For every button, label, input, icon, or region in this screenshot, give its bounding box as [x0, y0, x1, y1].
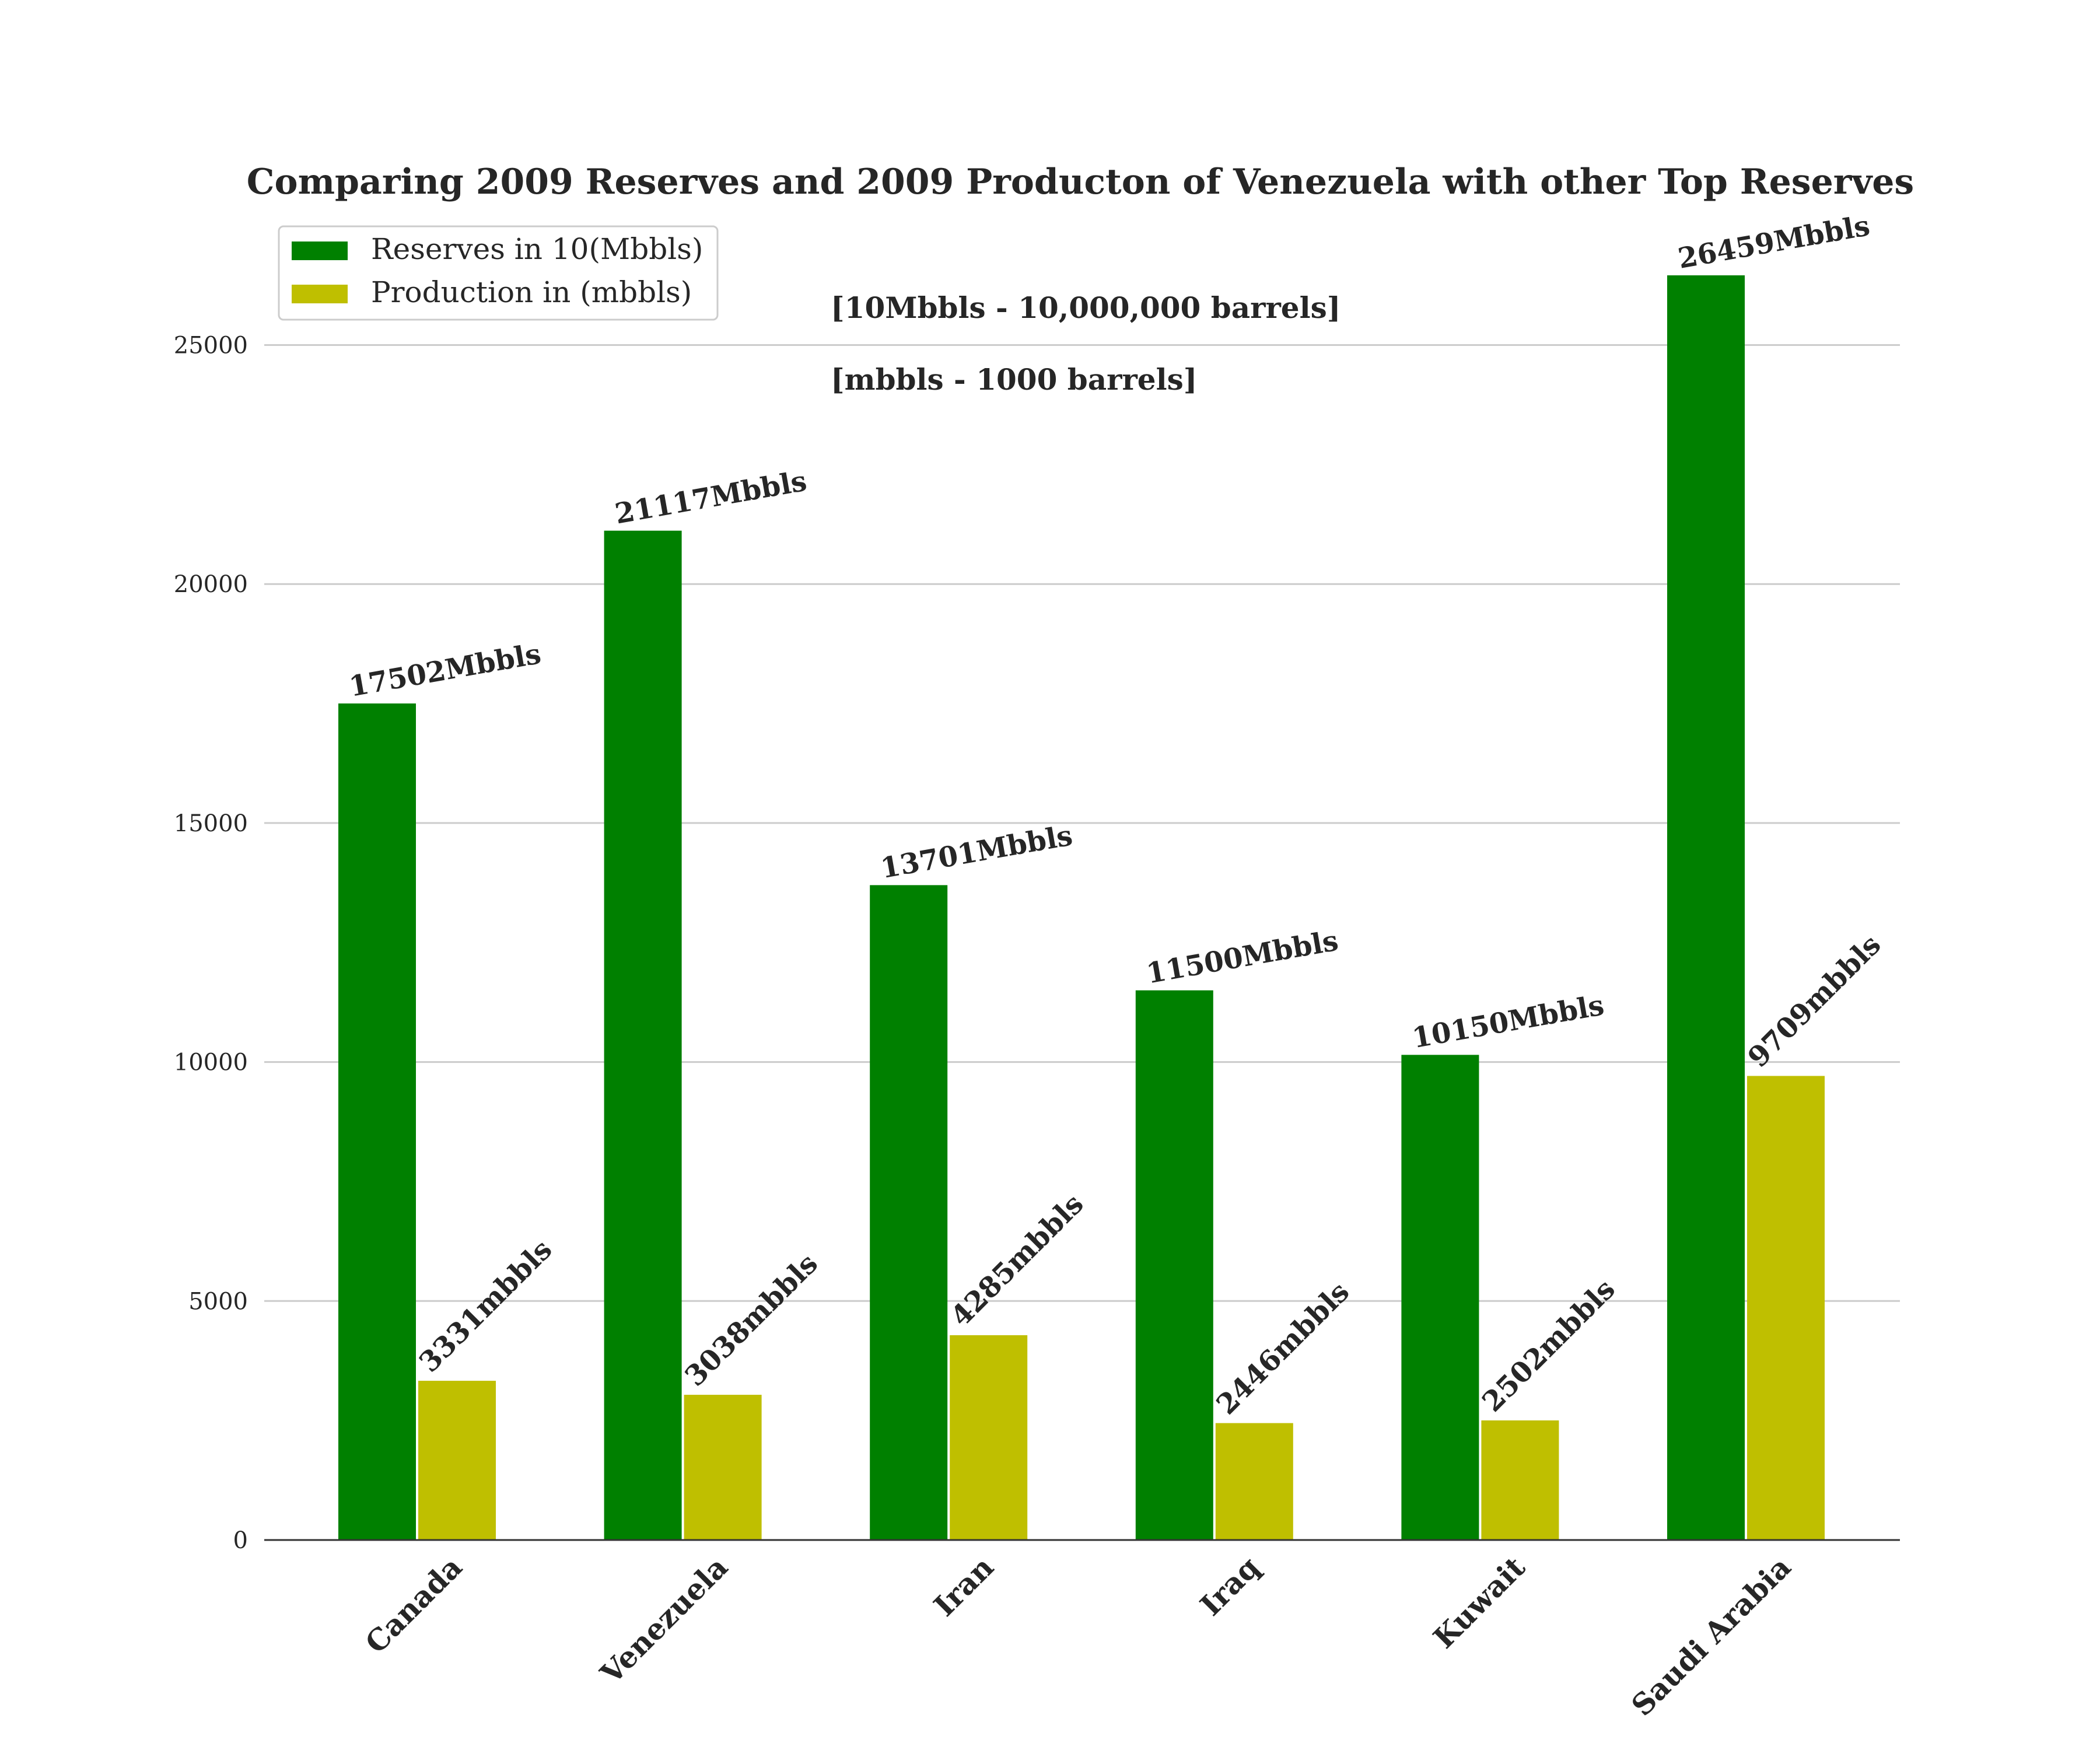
- x-tick-label: Venezuela: [593, 1550, 734, 1691]
- bar-reserves: [1135, 990, 1213, 1540]
- x-tick-label: Iraq: [1194, 1550, 1266, 1623]
- bar-production: [418, 1381, 496, 1540]
- bar-reserves: [604, 530, 682, 1540]
- legend-frame: [278, 225, 719, 321]
- x-tick-label: Canada: [358, 1550, 468, 1660]
- bar-reserves: [338, 703, 416, 1540]
- bar-reserves: [870, 885, 948, 1540]
- data-label-production: 2502mbbls: [1476, 1273, 1621, 1418]
- x-tick-label: Saudi Arabia: [1625, 1550, 1797, 1723]
- data-label-reserves: 13701Mbbls: [878, 819, 1075, 885]
- y-axis-ticks: 0 5000 10000 15000 20000 25000: [174, 332, 248, 1554]
- y-tick-label: 0: [233, 1527, 248, 1554]
- grid-lines: [264, 344, 1900, 1302]
- legend: Reserves in 10(Mbbls) Production in (mbb…: [278, 225, 719, 321]
- y-tick-label: 15000: [174, 810, 248, 837]
- data-label-production: 3331mbbls: [413, 1233, 558, 1378]
- unit-annotation-reserves: [10Mbbls - 10,000,000 barrels]: [831, 290, 1340, 325]
- data-label-reserves: 26459Mbbls: [1675, 209, 1872, 275]
- data-label-reserves: 11500Mbbls: [1144, 925, 1340, 991]
- x-tick-label: Iran: [927, 1550, 1000, 1623]
- data-label-reserves: 21117Mbbls: [612, 465, 809, 531]
- bar-reserves: [1401, 1055, 1479, 1540]
- bar-production: [1481, 1420, 1559, 1540]
- bar-production: [1215, 1423, 1293, 1540]
- bar-production: [1747, 1076, 1825, 1540]
- data-label-reserves: 10150Mbbls: [1410, 989, 1606, 1055]
- chart-title: Comparing 2009 Reserves and 2009 Product…: [247, 162, 1914, 202]
- legend-swatch-production: [292, 285, 348, 303]
- data-label-production: 2446mbbls: [1210, 1276, 1356, 1421]
- y-tick-label: 10000: [174, 1049, 248, 1076]
- data-label-production: 4285mbbls: [944, 1188, 1090, 1333]
- bar-production: [684, 1395, 762, 1540]
- y-tick-label: 25000: [174, 332, 248, 359]
- data-label-reserves: 17502Mbbls: [346, 638, 543, 704]
- legend-swatch-reserves: [292, 242, 348, 260]
- y-tick-label: 5000: [188, 1288, 248, 1315]
- data-label-production: 3038mbbls: [678, 1247, 824, 1392]
- legend-label-reserves: Reserves in 10(Mbbls): [371, 232, 703, 266]
- bars: [338, 275, 1825, 1540]
- legend-label-production: Production in (mbbls): [371, 275, 692, 309]
- data-label-production: 9709mbbls: [1742, 929, 1887, 1074]
- x-tick-label: Kuwait: [1426, 1550, 1531, 1655]
- bar-production: [950, 1335, 1028, 1540]
- x-axis-ticks: Canada Venezuela Iran Iraq Kuwait Saudi Arabi…: [358, 1550, 1797, 1723]
- y-tick-label: 20000: [174, 571, 248, 598]
- bar-reserves: [1667, 275, 1745, 1540]
- unit-annotation-production: [mbbls - 1000 barrels]: [831, 362, 1197, 397]
